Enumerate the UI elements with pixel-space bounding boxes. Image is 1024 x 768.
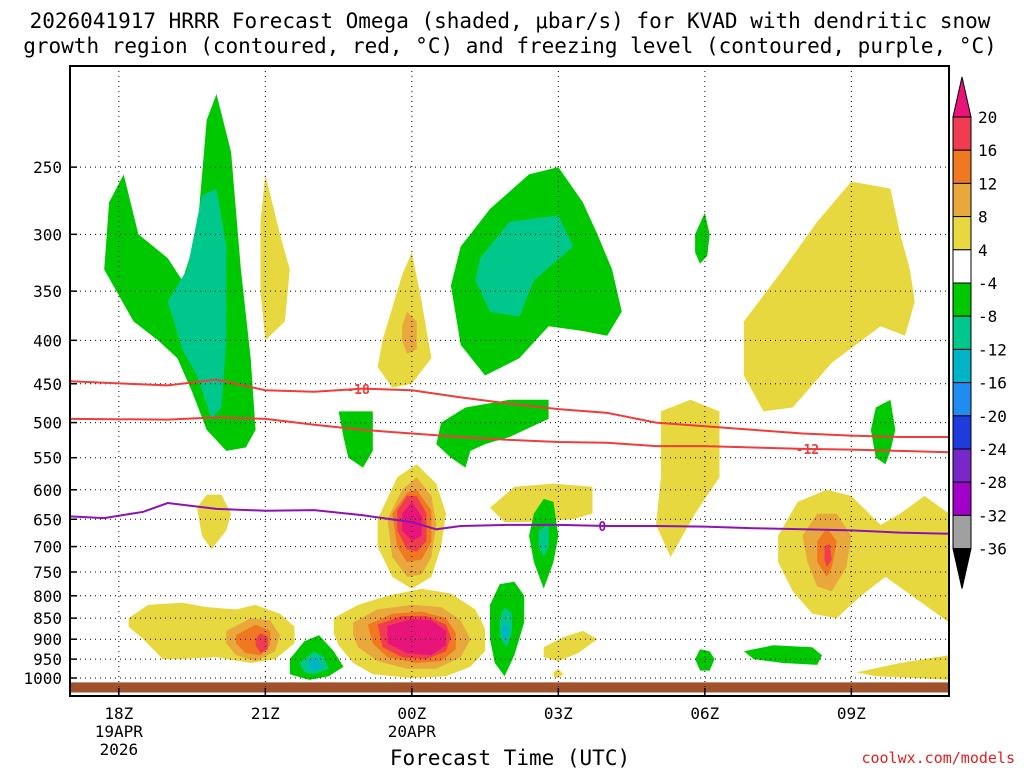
colorbar-label-10: -24 bbox=[978, 440, 1007, 459]
omega-region-pos20-37 bbox=[387, 619, 446, 656]
y-tick-label-400: 400 bbox=[33, 331, 62, 350]
omega-region-neg12-40 bbox=[502, 622, 510, 642]
colorbar-swatch-4 bbox=[952, 249, 972, 284]
colorbar-swatch-1 bbox=[952, 149, 972, 184]
colorbar-max-arrow bbox=[952, 76, 972, 118]
colorbar-swatch-2 bbox=[952, 182, 972, 218]
colorbar-swatch-9 bbox=[952, 415, 972, 450]
colorbar-label-6: -8 bbox=[978, 307, 997, 326]
omega-region-pos4-14 bbox=[197, 494, 232, 550]
omega-region-neg4-11 bbox=[338, 411, 373, 468]
x-tick-label-09Z: 09Z bbox=[837, 704, 866, 723]
y-tick-label-1000: 1000 bbox=[23, 669, 62, 688]
dgz-contour-0-label: -18 bbox=[346, 383, 370, 398]
omega-region-pos8-4 bbox=[402, 311, 417, 354]
colorbar-swatch-5 bbox=[952, 282, 972, 317]
colorbar-swatch-11 bbox=[952, 481, 972, 516]
colorbar-label-7: -12 bbox=[978, 340, 1007, 359]
x-tick-sublabel-00Z: 20APR bbox=[388, 722, 437, 741]
colorbar-label-5: -4 bbox=[978, 274, 997, 293]
y-tick-label-350: 350 bbox=[33, 282, 62, 301]
x-tick-year-18Z: 2026 bbox=[100, 740, 139, 759]
colorbar-swatch-6 bbox=[952, 315, 972, 350]
omega-region-neg4-43 bbox=[695, 649, 715, 671]
dgz-contour-1-line bbox=[70, 416, 949, 454]
omega-region-neg4-12 bbox=[436, 399, 549, 468]
omega-region-pos4-41 bbox=[543, 630, 598, 662]
y-tick-label-500: 500 bbox=[33, 414, 62, 433]
x-tick-sublabel-18Z: 19APR bbox=[95, 722, 144, 741]
y-tick-label-600: 600 bbox=[33, 481, 62, 500]
x-tick-label-06Z: 06Z bbox=[690, 704, 719, 723]
credit-text: coolwx.com/models bbox=[861, 749, 1015, 767]
colorbar-swatch-0 bbox=[952, 116, 972, 151]
y-tick-label-300: 300 bbox=[33, 225, 62, 244]
terrain-strip bbox=[70, 682, 949, 693]
colorbar-label-8: -16 bbox=[978, 374, 1007, 393]
colorbar-min-arrow bbox=[952, 548, 972, 589]
colorbar-swatch-3 bbox=[952, 216, 972, 251]
omega-region-pos4-2 bbox=[260, 174, 290, 341]
dgz-contour-1-label: -12 bbox=[796, 443, 819, 458]
omega-region-neg8-6 bbox=[475, 215, 573, 317]
x-tick-label-00Z: 00Z bbox=[397, 704, 426, 723]
y-axis: 250 300 350 400 450 500 550 600 650 700 750 800 850 9… bbox=[23, 158, 77, 688]
x-tick-label-03Z: 03Z bbox=[544, 704, 573, 723]
chart-title-line2: growth region (contoured, red, °C) and f… bbox=[23, 34, 997, 58]
colorbar-label-12: -32 bbox=[978, 506, 1007, 525]
omega-region-pos4-42 bbox=[553, 668, 564, 678]
colorbar-label-9: -20 bbox=[978, 407, 1007, 426]
omega-region-neg4-0 bbox=[104, 94, 256, 451]
y-tick-label-550: 550 bbox=[33, 449, 62, 468]
x-tick-label-21Z: 21Z bbox=[251, 704, 280, 723]
omega-region-pos4-45 bbox=[856, 655, 949, 680]
colorbar-swatch-7 bbox=[952, 348, 972, 384]
omega-region-neg8-21 bbox=[538, 524, 549, 557]
colorbar-label-0: 20 bbox=[978, 108, 997, 127]
y-tick-label-700: 700 bbox=[33, 538, 62, 557]
colorbar-label-2: 12 bbox=[978, 174, 997, 193]
y-tick-label-650: 650 bbox=[33, 510, 62, 529]
colorbar-swatch-12 bbox=[952, 514, 972, 550]
omega-region-pos4-22 bbox=[778, 489, 949, 623]
freezing-level-label: 0 bbox=[598, 520, 606, 535]
y-tick-label-800: 800 bbox=[33, 587, 62, 606]
colorbar-label-4: 4 bbox=[978, 241, 988, 260]
y-tick-label-850: 850 bbox=[33, 609, 62, 628]
colorbar-label-1: 16 bbox=[978, 141, 997, 160]
colorbar-swatch-8 bbox=[952, 382, 972, 417]
omega-region-neg8-1 bbox=[167, 188, 227, 419]
y-tick-label-450: 450 bbox=[33, 375, 62, 394]
y-tick-label-750: 750 bbox=[33, 563, 62, 582]
colorbar-label-13: -36 bbox=[978, 540, 1007, 559]
omega-shading bbox=[70, 94, 949, 693]
contour-lines: -18 -12 0 bbox=[70, 378, 949, 535]
colorbar-label-3: 8 bbox=[978, 208, 988, 227]
colorbar-swatch-10 bbox=[952, 448, 972, 483]
x-tick-label-18Z: 18Z bbox=[104, 704, 133, 723]
omega-region-neg4-7 bbox=[695, 212, 710, 264]
omega-region-neg12-32 bbox=[309, 657, 322, 671]
y-tick-label-950: 950 bbox=[33, 650, 62, 669]
plot-frame bbox=[69, 65, 950, 697]
omega-region-pos4-8 bbox=[743, 181, 915, 412]
colorbar-legend: 20 16 12 8 4 -4 -8 -12 -16 -20 -24 -28 -32 -36 bbox=[952, 76, 1007, 589]
colorbar-label-11: -28 bbox=[978, 473, 1007, 492]
y-tick-label-250: 250 bbox=[33, 158, 62, 177]
y-tick-label-900: 900 bbox=[33, 630, 62, 649]
grid-lines bbox=[70, 66, 949, 696]
x-axis-label: Forecast Time (UTC) bbox=[390, 746, 630, 768]
freezing-level-line bbox=[70, 501, 949, 535]
chart-title-line1: 2026041917 HRRR Forecast Omega (shaded, … bbox=[30, 9, 991, 33]
omega-region-pos16-29 bbox=[255, 633, 268, 654]
omega-region-pos4-9 bbox=[656, 399, 720, 557]
omega-region-pos16-25 bbox=[824, 543, 832, 568]
omega-region-neg4-44 bbox=[743, 645, 822, 665]
omega-region-neg4-10 bbox=[870, 399, 896, 465]
dgz-contour-0-line bbox=[70, 378, 949, 438]
